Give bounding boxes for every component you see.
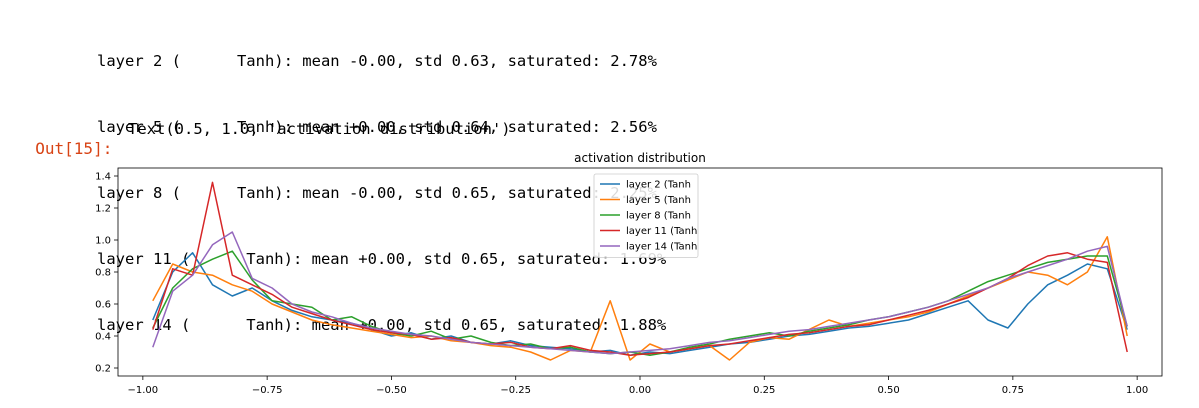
output-line: layer 14 ( Tanh): mean +0.00, std 0.65, … — [97, 316, 667, 334]
legend: layer 2 (Tanh layer 5 (Tanh layer 8 (Tanh l… — [593, 173, 699, 258]
legend-label: layer 14 (Tanh — [626, 242, 697, 253]
legend-label: layer 8 (Tanh — [626, 211, 691, 222]
output-result: Text(0.5, 1.0, 'activation distribution'… — [128, 120, 511, 138]
series-line-1 — [152, 252, 1128, 356]
legend-box — [593, 173, 699, 258]
series-line-3 — [152, 250, 1128, 356]
output-line: layer 5 ( Tanh): mean +0.00, std 0.64, s… — [97, 118, 657, 136]
x-tick-label: 0.25 — [753, 385, 775, 396]
y-tick-label: 1.2 — [95, 204, 111, 215]
series-line-4 — [152, 181, 1128, 356]
y-tick-label: 0.8 — [95, 268, 111, 279]
legend-label: layer 5 (Tanh — [626, 195, 691, 206]
legend-label: layer 11 (Tanh — [626, 226, 697, 237]
y-tick-label: 1.4 — [95, 172, 111, 183]
output-stream: layer 2 ( Tanh): mean -0.00, std 0.63, s… — [97, 6, 666, 358]
y-tick-label: 1.0 — [95, 236, 111, 247]
chart-title: activation distribution — [574, 151, 706, 165]
activation-distribution-chart: activation distribution −1.00 −0.75 −0.50−… — [95, 151, 1163, 396]
output-line: layer 2 ( Tanh): mean -0.00, std 0.63, s… — [97, 52, 657, 70]
x-tick-label: −0.50 — [376, 385, 407, 396]
x-tick-label: 0.00 — [629, 385, 651, 396]
x-tick-label: −0.25 — [500, 385, 531, 396]
y-tick-label: 0.4 — [95, 332, 111, 343]
x-tick-label: 0.50 — [877, 385, 899, 396]
y-tick-label: 0.2 — [95, 364, 111, 375]
series-line-2 — [152, 236, 1128, 361]
series-lines — [152, 181, 1128, 361]
out-prompt: Out[15]: — [35, 139, 113, 158]
legend-label: layer 2 (Tanh — [626, 180, 691, 191]
x-tick-label: 0.75 — [1002, 385, 1024, 396]
x-tick-label: −1.00 — [128, 385, 159, 396]
output-prompt-row: Out[15]: Text(0.5, 1.0, 'activation dist… — [16, 120, 510, 158]
x-tick-label: 1.00 — [1126, 385, 1148, 396]
y-axis: 0.2 0.4 0.6 0.8 1.0 1.2 1.4 — [95, 172, 118, 375]
x-tick-label: −0.75 — [252, 385, 283, 396]
y-tick-label: 0.6 — [95, 300, 111, 311]
x-axis: −1.00 −0.75 −0.50 −0.25 0.00 0.25 0.50 0.75 1.00 — [128, 376, 1148, 396]
series-line-5 — [152, 231, 1128, 355]
